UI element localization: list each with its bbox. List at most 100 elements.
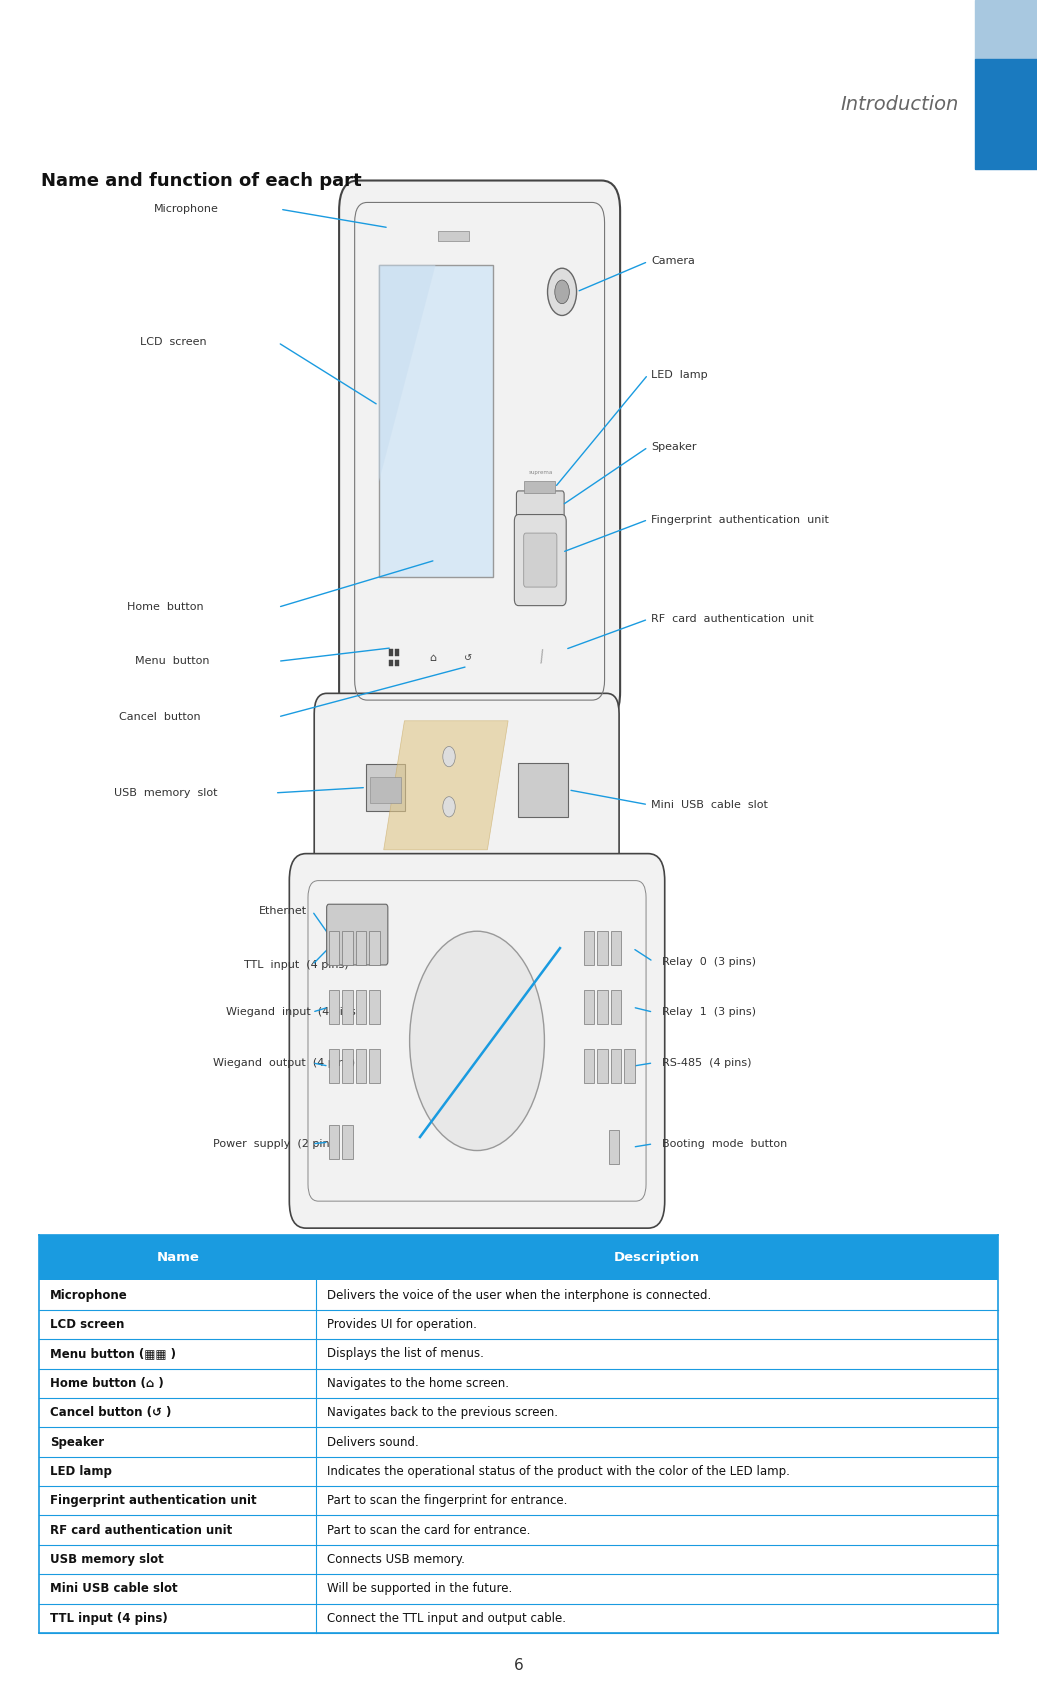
Bar	[597, 931, 608, 965]
Text: RF  card  authentication  unit: RF card authentication unit	[651, 614, 814, 624]
Text: LCD screen: LCD screen	[50, 1318, 124, 1331]
Circle shape	[548, 268, 577, 315]
Bar	[356, 931, 366, 965]
Bar	[597, 990, 608, 1024]
Text: RS-485  (4 pins): RS-485 (4 pins)	[662, 1058, 751, 1068]
Text: Microphone: Microphone	[50, 1289, 128, 1302]
Text: suprema: suprema	[529, 471, 554, 474]
Text: Name and function of each part: Name and function of each part	[41, 172, 362, 189]
Bar	[611, 1049, 621, 1083]
Polygon shape	[384, 720, 508, 850]
FancyBboxPatch shape	[289, 854, 665, 1228]
Text: /: /	[536, 649, 546, 666]
FancyBboxPatch shape	[524, 533, 557, 587]
Circle shape	[410, 931, 544, 1151]
Text: Camera: Camera	[651, 256, 695, 267]
Polygon shape	[379, 265, 436, 484]
Bar	[379, 265, 493, 577]
Text: Home  button: Home button	[127, 602, 203, 612]
Bar	[342, 931, 353, 965]
Text: 6: 6	[513, 1658, 524, 1672]
Bar	[611, 990, 621, 1024]
Text: Fingerprint  authentication  unit: Fingerprint authentication unit	[651, 515, 830, 525]
Bar	[611, 931, 621, 965]
Text: TTL  input  (4 pins): TTL input (4 pins)	[244, 960, 348, 970]
Bar	[342, 990, 353, 1024]
Bar	[329, 1049, 339, 1083]
Bar	[366, 764, 405, 811]
Bar	[609, 1130, 619, 1164]
Text: Displays the list of menus.: Displays the list of menus.	[327, 1348, 483, 1360]
FancyBboxPatch shape	[339, 181, 620, 722]
Text: Delivers sound.: Delivers sound.	[327, 1436, 418, 1449]
Text: Booting  mode  button: Booting mode button	[662, 1139, 787, 1149]
Circle shape	[443, 747, 455, 766]
Bar	[329, 990, 339, 1024]
Circle shape	[443, 796, 455, 817]
Bar	[438, 231, 469, 241]
Text: LCD  screen: LCD screen	[140, 337, 206, 348]
Text: Delivers the voice of the user when the interphone is connected.: Delivers the voice of the user when the …	[327, 1289, 711, 1302]
Bar	[356, 990, 366, 1024]
Text: Navigates to the home screen.: Navigates to the home screen.	[327, 1377, 509, 1390]
Bar	[597, 1049, 608, 1083]
Text: TTL input (4 pins): TTL input (4 pins)	[50, 1611, 168, 1625]
Text: Ethernet: Ethernet	[259, 906, 307, 916]
Bar	[975, 59, 1037, 169]
Text: Introduction: Introduction	[841, 94, 959, 115]
Bar	[395, 660, 399, 666]
Text: Cancel button (↺ ): Cancel button (↺ )	[50, 1407, 171, 1419]
Text: Part to scan the fingerprint for entrance.: Part to scan the fingerprint for entranc…	[327, 1495, 567, 1506]
Text: Home button (⌂ ): Home button (⌂ )	[50, 1377, 164, 1390]
Bar	[369, 990, 380, 1024]
Bar	[342, 1125, 353, 1159]
Text: Cancel  button: Cancel button	[119, 712, 201, 722]
Text: LED lamp: LED lamp	[50, 1464, 112, 1478]
Bar	[524, 481, 555, 493]
Text: USB  memory  slot: USB memory slot	[114, 788, 218, 798]
Text: Name: Name	[157, 1252, 199, 1264]
Text: Mini USB cable slot: Mini USB cable slot	[50, 1582, 177, 1596]
Bar	[584, 1049, 594, 1083]
Text: RF card authentication unit: RF card authentication unit	[50, 1523, 232, 1537]
Text: USB memory slot: USB memory slot	[50, 1554, 164, 1566]
Bar	[369, 931, 380, 965]
Bar	[518, 763, 568, 817]
Text: Wiegand  input  (4 pins): Wiegand input (4 pins)	[226, 1007, 360, 1017]
Text: Connect the TTL input and output cable.: Connect the TTL input and output cable.	[327, 1611, 565, 1625]
Text: Menu  button: Menu button	[135, 656, 209, 666]
FancyBboxPatch shape	[314, 693, 619, 877]
Text: Description: Description	[614, 1252, 700, 1264]
Bar	[329, 931, 339, 965]
Bar	[369, 1049, 380, 1083]
Text: Provides UI for operation.: Provides UI for operation.	[327, 1318, 477, 1331]
Text: Will be supported in the future.: Will be supported in the future.	[327, 1582, 512, 1596]
Bar	[389, 649, 393, 656]
Circle shape	[555, 280, 569, 304]
FancyBboxPatch shape	[514, 515, 566, 606]
Text: Microphone: Microphone	[153, 204, 219, 214]
Text: Wiegand  output  (4 pins): Wiegand output (4 pins)	[213, 1058, 355, 1068]
Text: ↺: ↺	[464, 653, 472, 663]
Text: Menu button (▦▦ ): Menu button (▦▦ )	[50, 1348, 176, 1360]
Text: Indicates the operational status of the product with the color of the LED lamp.: Indicates the operational status of the …	[327, 1464, 789, 1478]
Text: Navigates back to the previous screen.: Navigates back to the previous screen.	[327, 1407, 558, 1419]
Bar	[39, 1235, 998, 1280]
Text: Relay  1  (3 pins): Relay 1 (3 pins)	[662, 1007, 756, 1017]
Text: Mini  USB  cable  slot: Mini USB cable slot	[651, 800, 768, 810]
Text: Part to scan the card for entrance.: Part to scan the card for entrance.	[327, 1523, 530, 1537]
FancyBboxPatch shape	[516, 491, 564, 520]
Text: ⌂: ⌂	[429, 653, 436, 663]
Bar	[584, 990, 594, 1024]
Text: Relay  0  (3 pins): Relay 0 (3 pins)	[662, 957, 756, 967]
Bar	[370, 778, 401, 803]
Text: Fingerprint authentication unit: Fingerprint authentication unit	[50, 1495, 256, 1506]
Bar	[395, 649, 399, 656]
Bar	[389, 660, 393, 666]
Bar	[975, 0, 1037, 59]
FancyBboxPatch shape	[327, 904, 388, 965]
Text: Speaker: Speaker	[651, 442, 697, 452]
Text: LED  lamp: LED lamp	[651, 369, 708, 380]
Bar	[329, 1125, 339, 1159]
Bar	[342, 1049, 353, 1083]
